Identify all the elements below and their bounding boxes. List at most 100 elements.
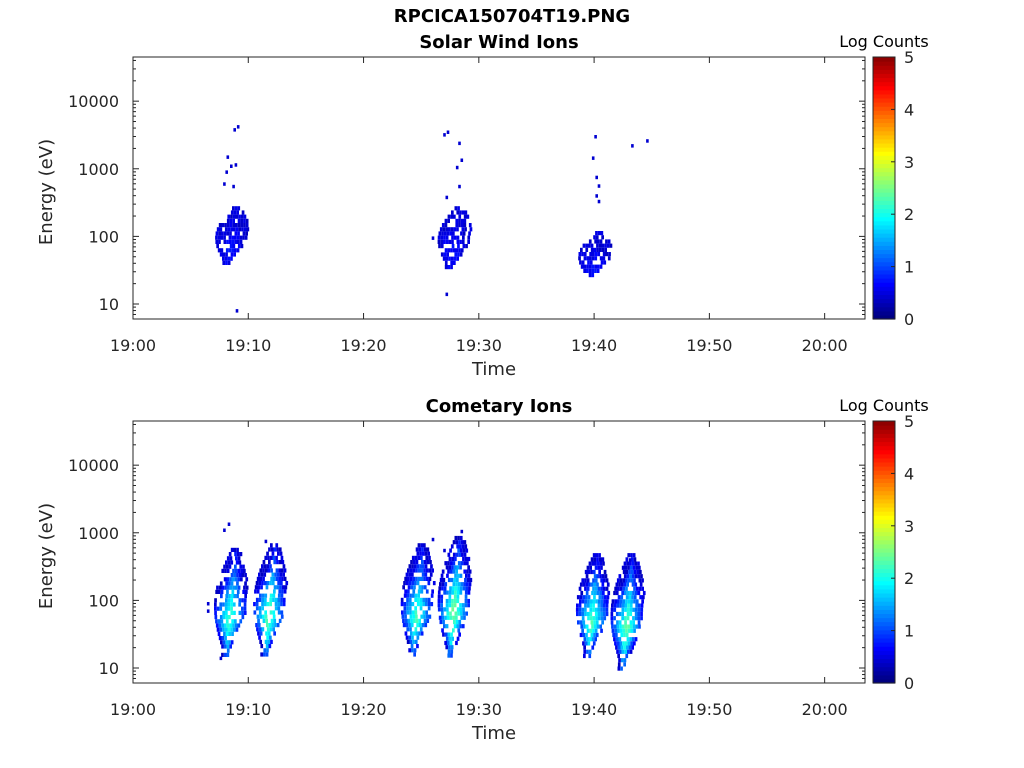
- heatmap-point: [458, 141, 461, 146]
- colorbar-segment: [873, 498, 895, 504]
- heatmap-cell: [620, 645, 624, 650]
- heatmap-cell: [417, 543, 421, 548]
- heatmap-cell: [605, 239, 608, 244]
- y-tick-label: 10000: [68, 92, 119, 111]
- heatmap-cell: [270, 639, 273, 644]
- heatmap-cell: [235, 585, 238, 590]
- heatmap-cell: [458, 223, 461, 228]
- colorbar-segment: [873, 192, 895, 197]
- heatmap-cell: [263, 564, 267, 569]
- heatmap-cell: [633, 595, 637, 600]
- heatmap-cell: [228, 594, 231, 599]
- heatmap-cell: [264, 597, 267, 602]
- heatmap-cell: [421, 551, 425, 556]
- heatmap-cell: [220, 235, 224, 240]
- heatmap-cell: [463, 582, 466, 587]
- heatmap-cell: [276, 547, 279, 552]
- heatmap-cell: [610, 616, 614, 621]
- heatmap-cell: [421, 572, 425, 577]
- heatmap-cell: [260, 572, 264, 577]
- heatmap-cell: [408, 572, 411, 577]
- heatmap-cell: [615, 590, 619, 596]
- colorbar-label: Log Counts: [839, 396, 929, 415]
- heatmap-cell: [458, 632, 461, 637]
- heatmap-cell: [468, 231, 471, 236]
- heatmap-cell: [239, 235, 243, 240]
- heatmap-point: [591, 156, 595, 160]
- heatmap-cell: [455, 552, 459, 557]
- heatmap-cell: [454, 556, 457, 562]
- heatmap-cell: [621, 616, 624, 621]
- heatmap-cell: [222, 252, 226, 257]
- heatmap-cell: [467, 590, 471, 595]
- heatmap-cell: [255, 606, 259, 611]
- heatmap-cell: [611, 628, 615, 633]
- heatmap-cell: [628, 595, 632, 600]
- heatmap-cell: [618, 574, 622, 579]
- colorbar-segment: [873, 678, 895, 684]
- heatmap-cell: [621, 624, 625, 629]
- heatmap-cell: [617, 628, 620, 633]
- heatmap-cell: [412, 560, 416, 565]
- heatmap-point: [235, 309, 239, 313]
- heatmap-cell: [422, 602, 425, 607]
- heatmap-cell: [640, 611, 643, 617]
- heatmap-cell: [219, 615, 223, 620]
- heatmap-cell: [281, 585, 285, 590]
- heatmap-cell: [417, 555, 420, 560]
- heatmap-cell: [447, 561, 450, 566]
- heatmap-cell: [591, 645, 595, 650]
- heatmap-cell: [440, 573, 444, 578]
- heatmap-cell: [577, 620, 580, 625]
- heatmap-cell: [227, 606, 231, 611]
- heatmap-point: [594, 135, 597, 139]
- heatmap-cell: [230, 581, 234, 586]
- heatmap-cell: [271, 551, 275, 556]
- heatmap-cell: [240, 577, 243, 582]
- heatmap-cell: [457, 611, 460, 616]
- heatmap-cell: [640, 603, 644, 608]
- heatmap-cell: [599, 256, 603, 261]
- heatmap-cell: [409, 610, 412, 615]
- heatmap-cell: [445, 235, 449, 240]
- heatmap-cell: [616, 624, 620, 629]
- heatmap-cell: [587, 595, 591, 600]
- heatmap-cell: [406, 606, 409, 611]
- heatmap-cell: [232, 244, 236, 249]
- heatmap-cell: [283, 589, 287, 594]
- heatmap-cell: [459, 624, 462, 629]
- heatmap-cell: [600, 578, 603, 583]
- heatmap-cell: [272, 610, 276, 615]
- heatmap-cell: [628, 569, 631, 575]
- heatmap-cell: [274, 606, 278, 611]
- heatmap-cell: [405, 635, 409, 640]
- heatmap-cell: [282, 564, 286, 569]
- heatmap-cell: [592, 599, 596, 604]
- heatmap-cell: [407, 576, 410, 581]
- heatmap-cell: [617, 595, 621, 600]
- heatmap-cell: [439, 582, 442, 587]
- colorbar-segment: [873, 249, 895, 255]
- heatmap-cell: [464, 598, 468, 604]
- heatmap-cell: [578, 256, 581, 261]
- heatmap-cell: [411, 602, 415, 607]
- heatmap-cell: [237, 556, 241, 561]
- heatmap-cell: [229, 644, 232, 649]
- heatmap-cell: [447, 552, 451, 557]
- heatmap-cell: [226, 648, 230, 653]
- heatmap-cell: [229, 623, 233, 628]
- heatmap-cell: [449, 569, 453, 574]
- heatmap-cell: [223, 631, 226, 636]
- heatmap-cell: [459, 252, 463, 257]
- heatmap-cell: [585, 574, 589, 579]
- heatmap-cell: [245, 223, 249, 228]
- heatmap-cell: [237, 206, 241, 211]
- heatmap-cell: [283, 568, 287, 573]
- heatmap-cell: [226, 623, 230, 628]
- heatmap-cell: [627, 553, 631, 558]
- heatmap-cell: [600, 599, 604, 604]
- heatmap-cell: [285, 581, 289, 586]
- heatmap-cell: [226, 568, 230, 573]
- heatmap-cell: [456, 210, 460, 215]
- heatmap-cell: [601, 247, 605, 252]
